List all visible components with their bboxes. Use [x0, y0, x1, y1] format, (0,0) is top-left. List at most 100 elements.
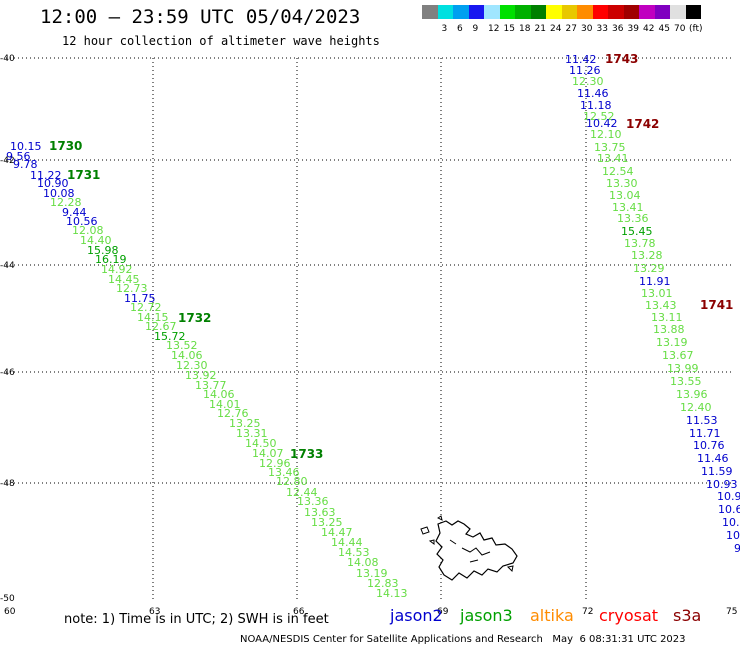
wave-height-label: 13.88 — [653, 323, 685, 336]
scale-swatch — [515, 5, 531, 19]
scale-swatch — [639, 5, 655, 19]
scale-label: 39 — [627, 24, 639, 34]
lat-label: -48 — [0, 479, 15, 489]
legend-s3a: s3a — [673, 606, 702, 625]
time-label: 1731 — [67, 168, 100, 182]
wave-height-label: 13.43 — [645, 299, 677, 312]
wave-height-label: 15.45 — [621, 225, 653, 238]
wave-height-label: 12.80 — [276, 475, 308, 488]
wave-height-label: 12.72 — [130, 301, 162, 314]
wave-height-label: 12.67 — [145, 320, 177, 333]
wave-height-label: 9.78 — [13, 158, 38, 171]
lat-label: -46 — [0, 368, 15, 378]
wave-height-label: 11.46 — [697, 452, 729, 465]
lat-label: -44 — [0, 261, 15, 271]
wave-height-label: 11.22 — [30, 169, 62, 182]
wave-height-label: 10.3 — [722, 516, 740, 529]
wave-height-label: 13.36 — [617, 212, 649, 225]
time-label: 1730 — [49, 139, 82, 153]
scale-label: 18 — [519, 24, 531, 34]
wave-height-label: 14.08 — [347, 556, 379, 569]
scale-swatch — [577, 5, 593, 19]
wave-height-label: 10.15 — [10, 140, 42, 153]
satellite-tracks: 10.159.569.7811.2210.9010.0812.289.4410.… — [6, 52, 740, 600]
time-label: 1732 — [178, 311, 211, 325]
wave-height-label: 12.30 — [176, 359, 208, 372]
wave-height-label: 10.56 — [66, 215, 98, 228]
time-label: 1733 — [290, 447, 323, 461]
wave-height-label: 10.76 — [693, 439, 725, 452]
island-bay — [449, 539, 491, 563]
scale-swatch — [608, 5, 624, 19]
wave-height-label: 13.19 — [656, 336, 688, 349]
wave-height-label: 13.19 — [356, 567, 388, 580]
wave-height-label: 13.99 — [667, 362, 699, 375]
island-shape — [435, 520, 518, 581]
wave-height-label: 11.91 — [639, 275, 671, 288]
wave-height-label: 14.01 — [209, 398, 241, 411]
wave-height-label: 13.78 — [624, 237, 656, 250]
wave-height-label: 13.55 — [670, 375, 702, 388]
legend-jason2: jason2 — [390, 606, 443, 625]
lon-label: 72 — [582, 607, 593, 617]
island-islet-2 — [437, 515, 443, 521]
scale-swatch — [530, 5, 546, 19]
wave-height-label: 14.13 — [376, 587, 408, 600]
time-label: 1743 — [605, 52, 638, 66]
wave-height-label: 11.71 — [689, 427, 721, 440]
grid-lines — [6, 57, 734, 600]
scale-label: 6 — [457, 24, 463, 34]
wave-height-label: 13.96 — [676, 388, 708, 401]
wave-height-label: 10.90 — [37, 177, 69, 190]
wave-height-label: 10.98 — [717, 490, 740, 503]
map-title: 12:00 – 23:59 UTC 05/04/2023 — [40, 6, 361, 28]
scale-label: 33 — [596, 24, 608, 34]
scale-unit: (ft) — [689, 24, 703, 34]
footer-credit: NOAA/NESDIS Center for Satellite Applica… — [240, 634, 686, 645]
scale-label: 3 — [441, 24, 448, 34]
wave-height-label: 10. — [726, 529, 740, 542]
wave-height-label: 11.18 — [580, 99, 612, 112]
wave-height-label: 13.25 — [229, 417, 261, 430]
scale-swatch — [685, 5, 701, 19]
wave-height-label: 13.28 — [631, 249, 663, 262]
wave-height-label: 9.44 — [62, 206, 87, 219]
scale-label: 42 — [643, 24, 655, 34]
scale-swatch — [468, 5, 484, 19]
kerguelen-island — [420, 515, 518, 581]
scale-label: 27 — [565, 24, 577, 34]
lon-label: 60 — [4, 607, 16, 617]
wave-height-label: 15.98 — [87, 244, 119, 257]
lon-label: 69 — [437, 607, 449, 617]
wave-height-label: 13.31 — [236, 427, 268, 440]
wave-height-label: 14.92 — [101, 263, 133, 276]
wave-height-label: 11.26 — [569, 64, 601, 77]
wave-height-label: 11.46 — [577, 87, 609, 100]
scale-swatch — [623, 5, 639, 19]
scale-swatch — [422, 5, 438, 19]
lat-label: -50 — [0, 594, 15, 604]
wave-height-label: 11.42 — [565, 53, 597, 66]
wave-height-label: 13.29 — [633, 262, 665, 275]
footer-timestamp: May 6 08:31:31 UTC 2023 — [552, 634, 686, 645]
wave-height-label: 12.08 — [72, 224, 104, 237]
wave-height-label: 12.10 — [590, 128, 622, 141]
wave-height-label: 14.40 — [80, 234, 112, 247]
wave-height-label: 13.41 — [597, 152, 629, 165]
wave-height-label: 9 — [734, 542, 740, 555]
wave-height-label: 12.52 — [583, 110, 615, 123]
wave-height-label: 13.92 — [185, 369, 217, 382]
wave-height-label: 13.25 — [311, 516, 343, 529]
scale-swatch — [546, 5, 562, 19]
scale-swatch — [561, 5, 577, 19]
wave-height-label: 13.36 — [297, 495, 329, 508]
scale-label: 24 — [550, 24, 562, 34]
wave-height-label: 14.53 — [338, 546, 370, 559]
wave-height-label: 10.42 — [586, 117, 618, 130]
wave-height-label: 14.06 — [203, 388, 235, 401]
scale-label: 12 — [488, 24, 500, 34]
wave-height-label: 11.75 — [124, 292, 156, 305]
legend-cryosat: cryosat — [599, 606, 659, 625]
scale-swatch — [592, 5, 608, 19]
